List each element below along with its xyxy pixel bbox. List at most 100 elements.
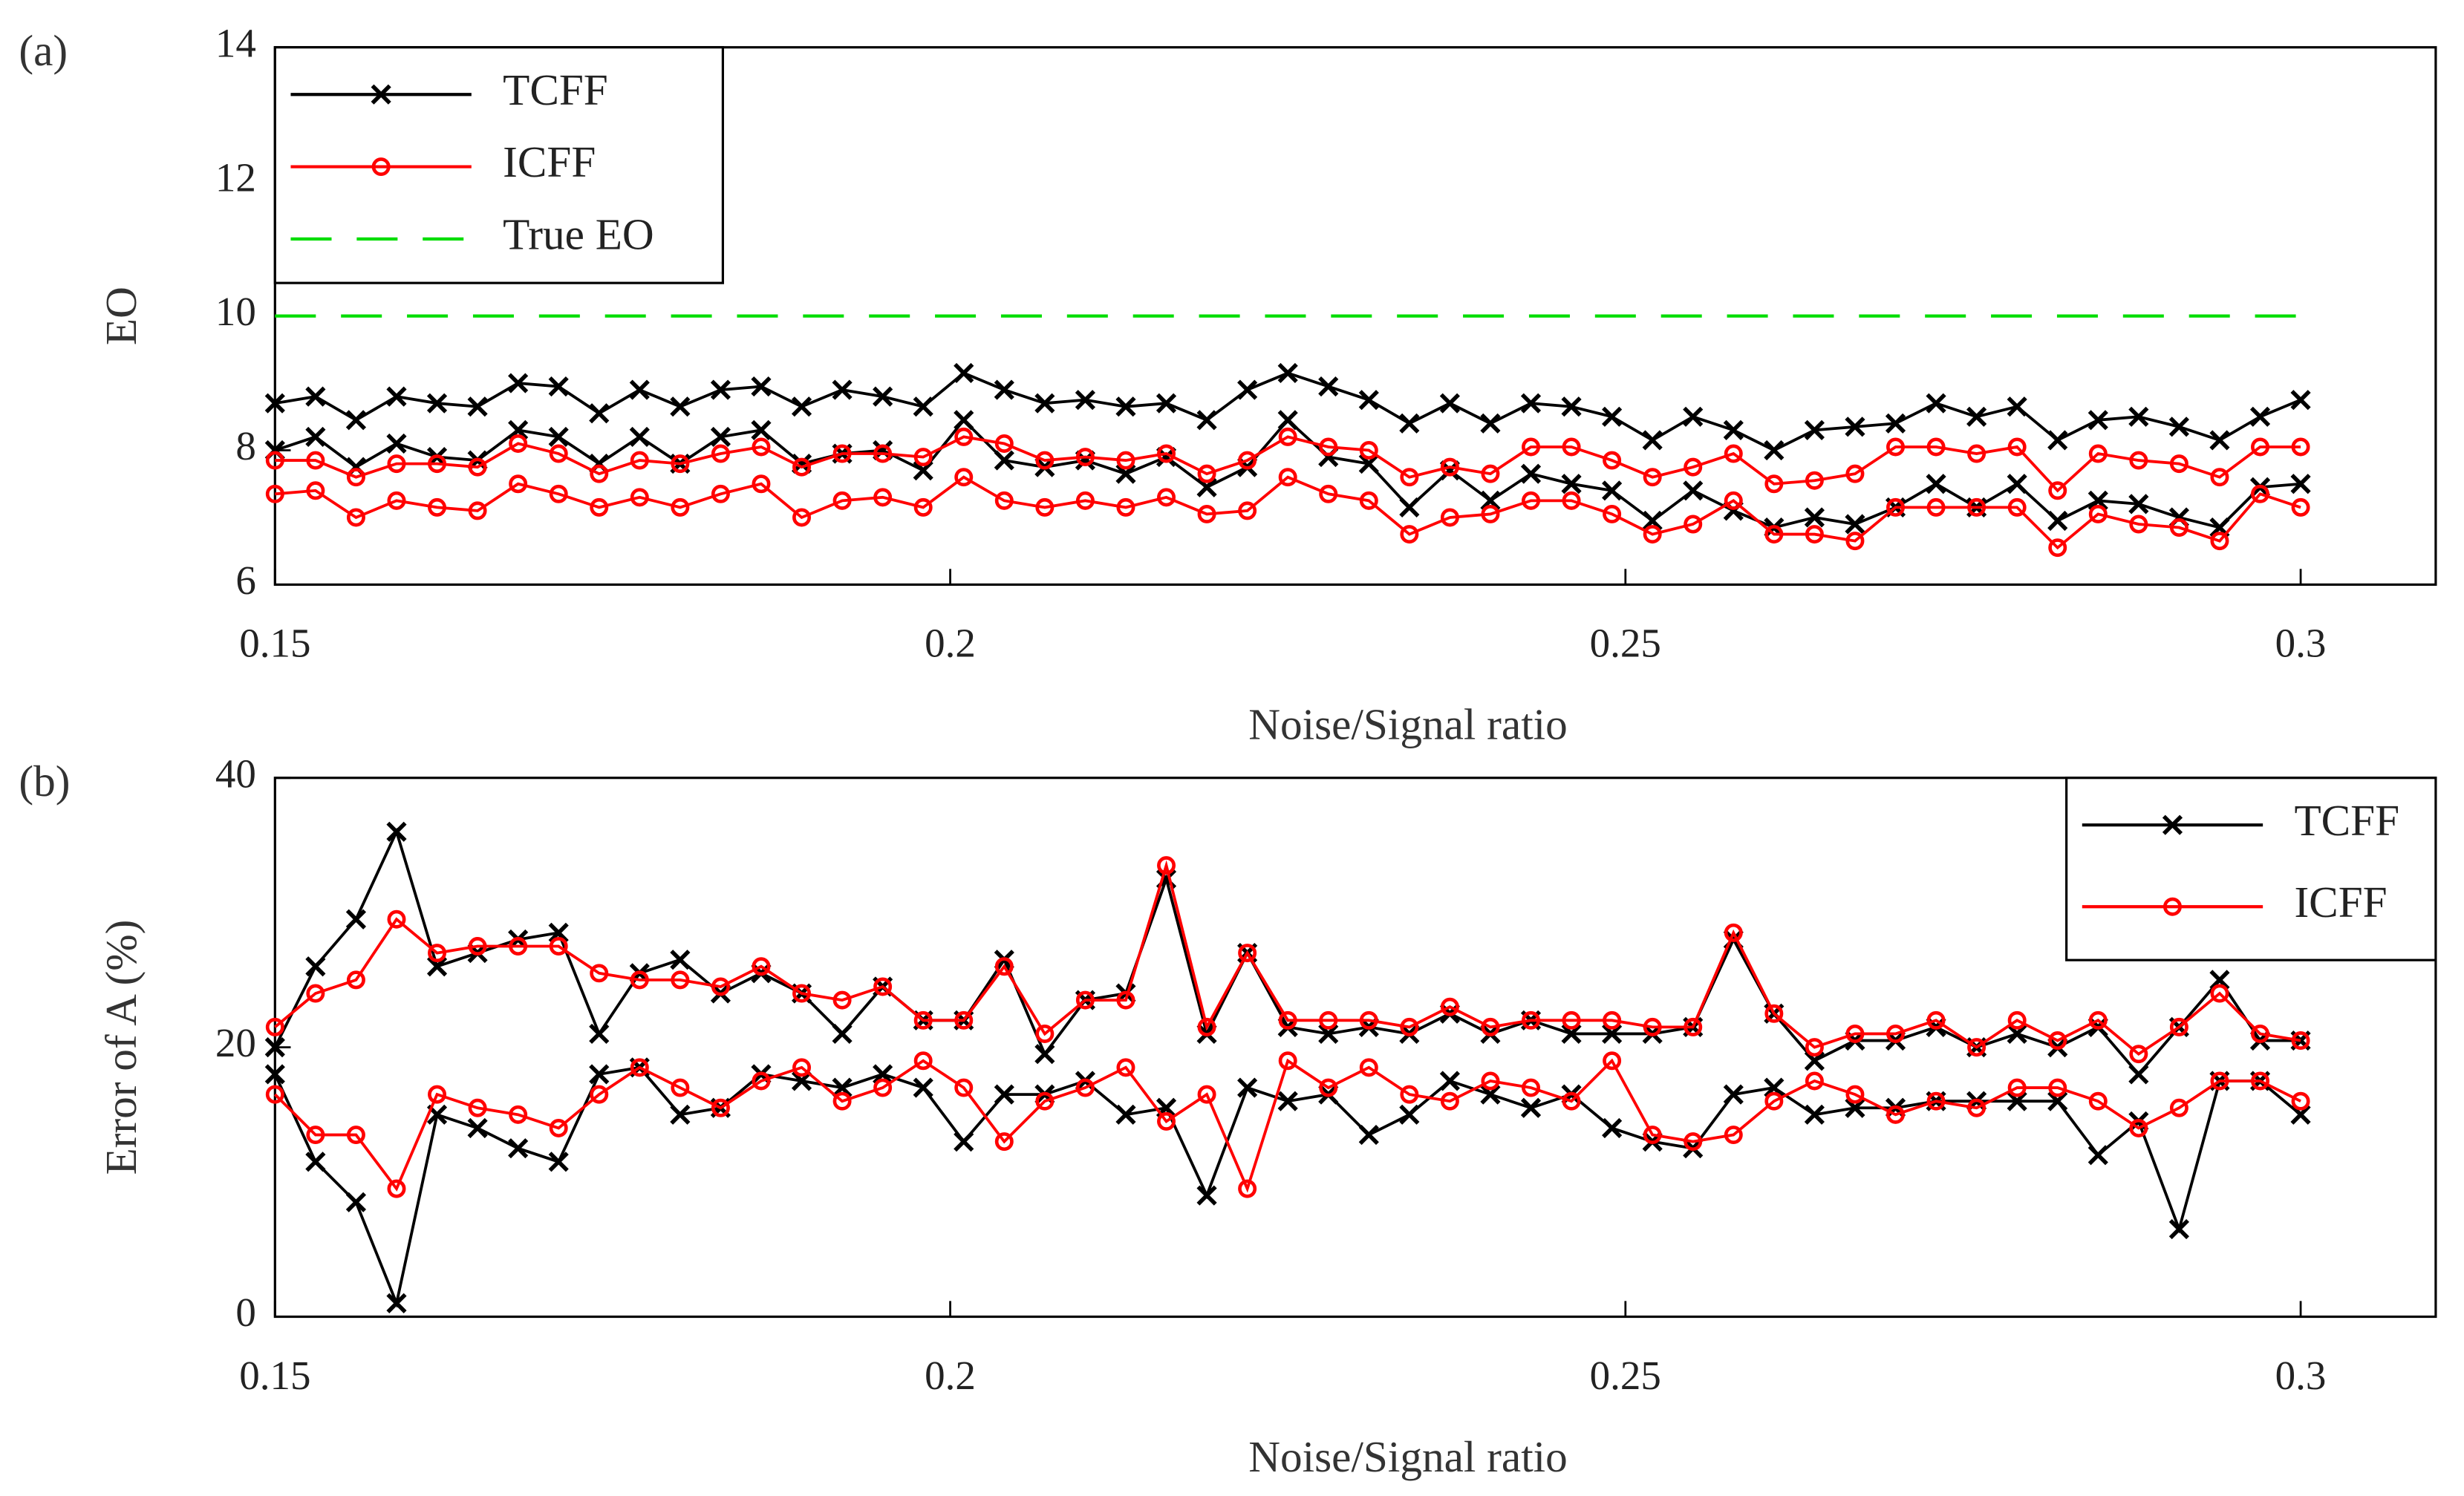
marker-circle	[873, 444, 893, 463]
marker-circle	[2048, 1078, 2067, 1097]
marker-circle	[1359, 441, 1378, 460]
marker-x	[832, 379, 853, 400]
x-tick-label: 0.15	[239, 1353, 310, 1398]
x-tick-label: 0.3	[2275, 1353, 2327, 1398]
marker-x	[1885, 413, 1906, 434]
marker-circle	[2169, 518, 2188, 538]
marker-circle	[549, 484, 568, 503]
marker-circle	[468, 937, 487, 956]
marker-circle	[387, 1179, 406, 1198]
marker-circle	[1845, 1024, 1865, 1043]
marker-x	[913, 396, 933, 417]
marker-circle	[306, 451, 325, 470]
marker-x	[548, 426, 569, 447]
marker-circle	[873, 488, 893, 507]
marker-x	[1966, 406, 1987, 427]
marker-circle	[2129, 515, 2148, 534]
marker-x	[2047, 430, 2068, 451]
marker-x	[913, 460, 933, 481]
marker-x	[873, 386, 893, 407]
marker-x	[345, 1192, 367, 1212]
marker-circle	[1522, 491, 1541, 510]
marker-circle	[1967, 444, 1986, 463]
marker-x	[710, 426, 731, 447]
legend-box	[2065, 777, 2437, 961]
marker-x	[2128, 406, 2149, 427]
marker-circle	[2251, 1071, 2269, 1091]
marker-x	[508, 373, 529, 393]
marker-circle	[1157, 856, 1176, 875]
marker-circle	[1440, 457, 1459, 477]
marker-x	[1804, 1051, 1825, 1071]
marker-circle	[2210, 984, 2229, 1003]
marker-x	[1075, 390, 1095, 411]
marker-circle	[1319, 484, 1338, 503]
marker-x	[264, 1037, 285, 1058]
marker-circle	[2007, 497, 2027, 517]
marker-circle	[994, 434, 1014, 453]
marker-circle	[1562, 1010, 1581, 1030]
marker-x	[1845, 514, 1865, 535]
marker-circle	[1116, 451, 1135, 470]
marker-x	[629, 379, 650, 400]
marker-circle	[1481, 1017, 1500, 1036]
marker-x	[1034, 1044, 1055, 1065]
marker-circle	[2129, 1045, 2148, 1064]
marker-circle	[711, 484, 730, 503]
marker-x	[1196, 477, 1217, 497]
marker-circle	[1724, 923, 1743, 942]
marker-circle	[509, 434, 528, 453]
marker-x	[426, 393, 448, 414]
marker-x	[548, 376, 569, 397]
marker-circle	[1238, 944, 1257, 963]
marker-x	[832, 1077, 853, 1098]
marker-x	[791, 396, 812, 417]
marker-circle	[1319, 1010, 1338, 1030]
marker-circle	[671, 454, 690, 474]
marker-x	[548, 1152, 569, 1172]
marker-circle	[1197, 504, 1216, 523]
marker-x	[1196, 410, 1217, 431]
marker-circle	[468, 501, 487, 520]
marker-circle	[832, 491, 852, 510]
marker-circle	[671, 1078, 690, 1097]
marker-circle	[671, 497, 690, 517]
marker-circle	[1035, 1091, 1055, 1111]
marker-circle	[1603, 1051, 1622, 1071]
marker-circle	[2210, 532, 2229, 551]
marker-x	[1723, 419, 1744, 440]
marker-x	[386, 386, 407, 407]
marker-x	[1034, 393, 1055, 414]
marker-circle	[2210, 1071, 2229, 1091]
marker-circle	[2048, 481, 2067, 500]
marker-circle	[2251, 484, 2269, 503]
marker-circle	[994, 491, 1014, 510]
marker-circle	[1278, 468, 1297, 487]
marker-circle	[590, 1085, 609, 1104]
marker-circle	[549, 1118, 568, 1137]
legend-label: TCFF	[503, 65, 608, 114]
marker-x	[1561, 1023, 1582, 1045]
marker-x	[629, 426, 650, 447]
marker-circle	[1886, 497, 1905, 517]
marker-x	[1764, 440, 1785, 461]
marker-circle	[1481, 504, 1500, 523]
marker-circle	[1522, 1078, 1541, 1097]
marker-circle	[2291, 1031, 2310, 1051]
marker-circle	[428, 454, 447, 474]
x-tick-label: 0.2	[925, 621, 976, 666]
marker-circle	[509, 1105, 528, 1124]
marker-x	[508, 1138, 529, 1159]
marker-x	[1277, 1091, 1298, 1111]
marker-x	[1845, 1097, 1865, 1118]
marker-x	[589, 1064, 610, 1085]
marker-x	[2007, 1023, 2027, 1045]
marker-x	[1439, 393, 1460, 414]
marker-circle	[1075, 990, 1095, 1010]
marker-circle	[2169, 1017, 2188, 1036]
legend-label: ICFF	[2294, 878, 2387, 927]
marker-circle	[346, 970, 365, 990]
marker-x	[1804, 507, 1825, 528]
marker-x	[1602, 1117, 1623, 1139]
y-tick-label: 8	[235, 423, 256, 468]
